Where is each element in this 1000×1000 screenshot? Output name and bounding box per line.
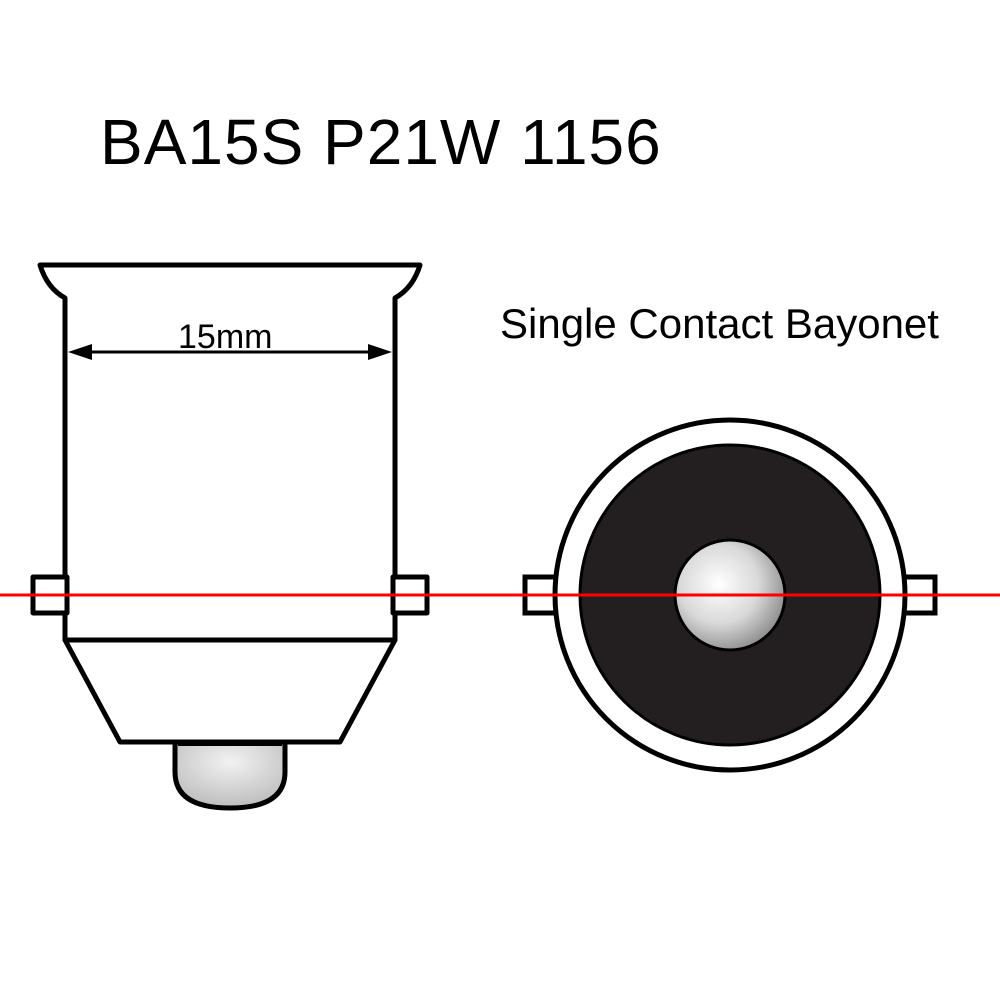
diagram-svg [0, 0, 1000, 1000]
lower-taper [65, 640, 395, 742]
bottom-contact-cap [175, 742, 285, 808]
dimension-label: 15mm [178, 318, 272, 357]
